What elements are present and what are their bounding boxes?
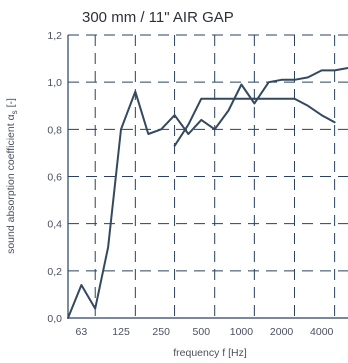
y-tick-label: 0,8	[47, 124, 62, 136]
x-tick-label: 4000	[310, 326, 334, 338]
x-tick-labels: 63 125 250 500 1000 2000 4000	[76, 326, 334, 338]
series-group	[67, 67, 348, 319]
y-tick-label: 0,0	[47, 313, 62, 325]
y-axis-label-subscript: s	[10, 110, 19, 114]
series-line-2	[173, 97, 336, 147]
y-axis-label-unit: [-]	[5, 98, 17, 110]
y-tick-label: 1,2	[47, 30, 62, 42]
x-tick-label: 2000	[270, 326, 294, 338]
x-tick-label: 1000	[230, 326, 254, 338]
x-tick-label: 63	[76, 326, 88, 338]
y-tick-label: 0,6	[47, 172, 62, 184]
y-axis-label: sound absorption coefficient αs [-]	[5, 98, 19, 254]
y-tick-label: 0,2	[47, 266, 62, 278]
x-tick-label: 125	[112, 326, 130, 338]
y-tick-label: 0,4	[47, 219, 62, 231]
chart-title: 300 mm / 11" AIR GAP	[82, 9, 234, 26]
series-line-1	[67, 67, 348, 319]
y-axis-label-main: sound absorption coefficient α	[5, 114, 17, 254]
x-axis-label: frequency f [Hz]	[173, 347, 247, 359]
x-tick-label: 250	[152, 326, 170, 338]
x-tick-label: 500	[193, 326, 211, 338]
y-tick-label: 1,0	[47, 77, 62, 89]
y-tick-labels: 0,0 0,2 0,4 0,6 0,8 1,0 1,2	[47, 30, 62, 325]
grid	[68, 34, 348, 318]
axes	[67, 35, 348, 319]
